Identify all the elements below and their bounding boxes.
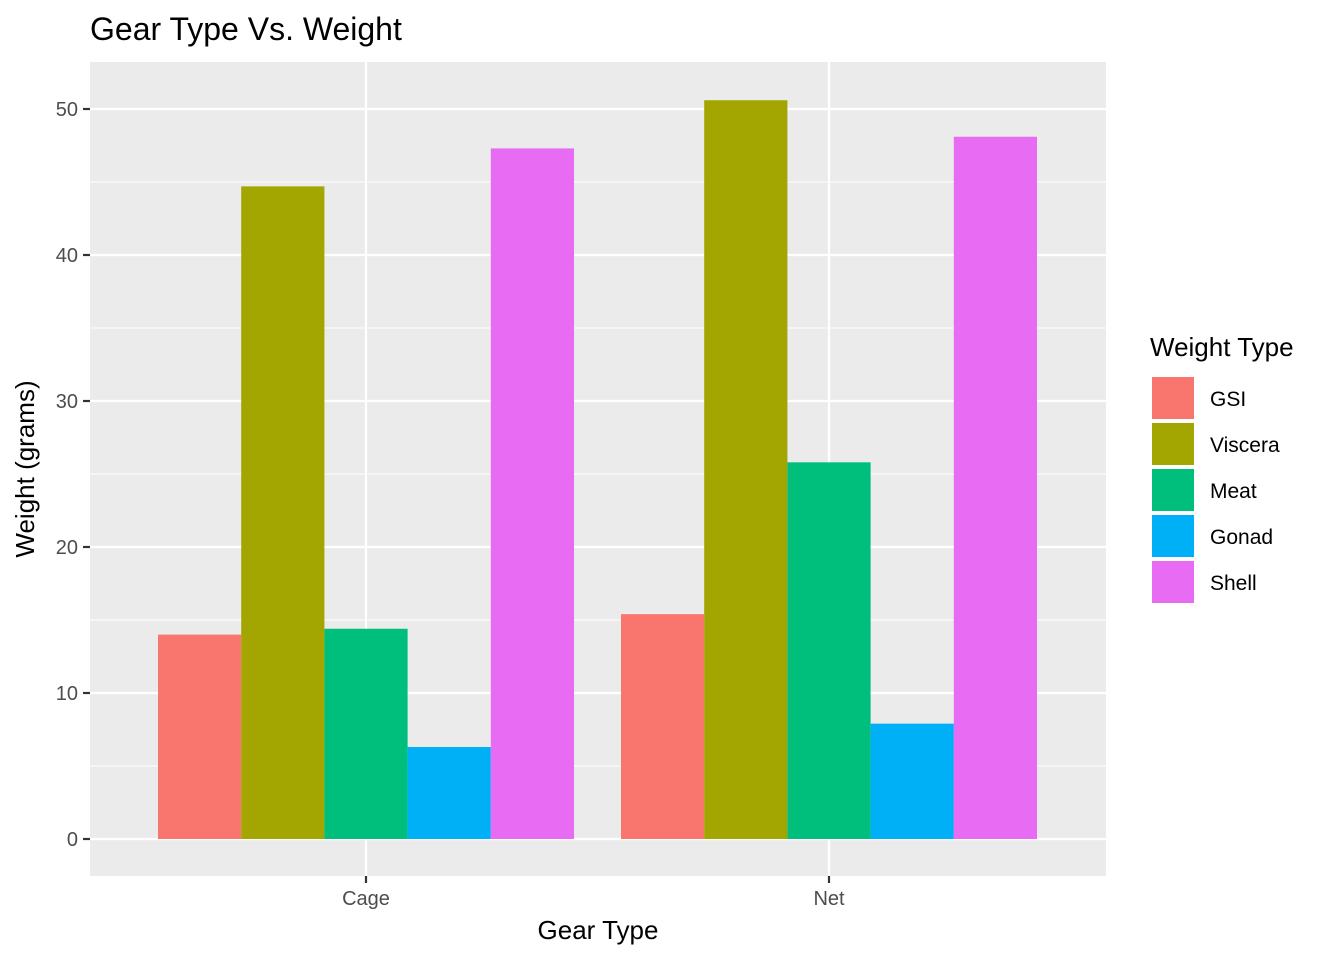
- chart-title: Gear Type Vs. Weight: [90, 11, 402, 47]
- legend-key-meat: [1152, 469, 1194, 511]
- bar-gsi-cage: [158, 634, 242, 839]
- y-tick-label: 30: [56, 391, 78, 413]
- y-tick-label: 50: [56, 99, 78, 121]
- legend-key-gonad: [1152, 515, 1194, 557]
- bar-viscera-cage: [241, 186, 325, 839]
- x-tick-label: Cage: [342, 888, 390, 910]
- y-tick-label: 20: [56, 537, 78, 559]
- bar-meat-cage: [324, 628, 408, 839]
- legend-title: Weight Type: [1150, 332, 1294, 362]
- bar-shell-net: [953, 136, 1037, 840]
- legend-key-viscera: [1152, 423, 1194, 465]
- legend-label-gonad: Gonad: [1210, 526, 1273, 549]
- bars: [158, 100, 1037, 840]
- x-axis-title: Gear Type: [538, 915, 659, 945]
- legend-label-viscera: Viscera: [1210, 434, 1280, 457]
- y-tick-label: 40: [56, 245, 78, 267]
- legend-key-shell: [1152, 561, 1194, 603]
- legend-label-gsi: GSI: [1210, 388, 1246, 411]
- legend-label-meat: Meat: [1210, 480, 1257, 503]
- bar-shell-cage: [490, 148, 574, 840]
- legend-key-gsi: [1152, 377, 1194, 419]
- bar-gonad-cage: [407, 747, 491, 839]
- legend-items: GSI Viscera Meat Gonad Shell: [1152, 377, 1280, 603]
- bar-gsi-net: [621, 614, 705, 839]
- x-tick-label: Net: [813, 888, 845, 910]
- y-axis: 0 10 20 30 40 50: [56, 99, 90, 851]
- bar-viscera-net: [704, 100, 788, 840]
- x-axis: Cage Net: [342, 876, 845, 910]
- bar-meat-net: [787, 462, 871, 839]
- y-axis-title: Weight (grams): [10, 380, 40, 557]
- bar-gonad-net: [870, 723, 954, 839]
- legend: Weight Type GSI Viscera Meat Gonad Shell: [1150, 332, 1294, 603]
- y-tick-label: 0: [67, 829, 78, 851]
- legend-label-shell: Shell: [1210, 572, 1257, 595]
- y-tick-label: 10: [56, 683, 78, 705]
